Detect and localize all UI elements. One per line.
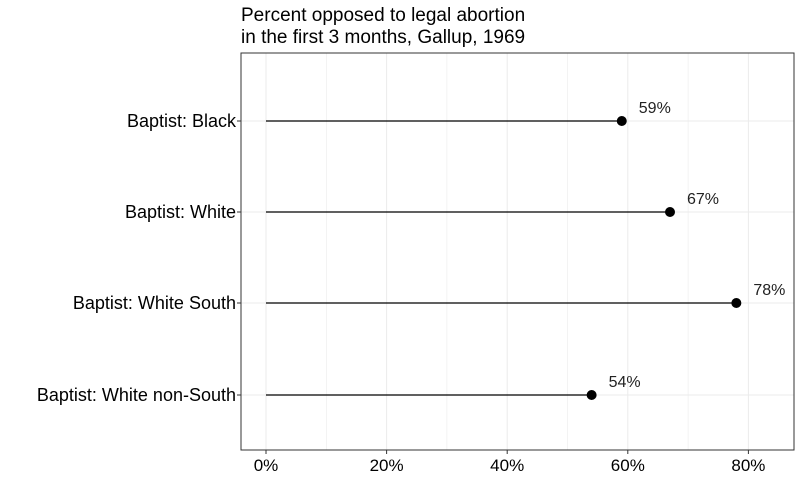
data-label: 78% bbox=[753, 282, 785, 299]
data-label: 67% bbox=[687, 191, 719, 208]
category-label: Baptist: White South bbox=[73, 293, 236, 313]
data-label: 54% bbox=[609, 374, 641, 391]
chart-title: Percent opposed to legal abortion in the… bbox=[241, 5, 525, 49]
category-label: Baptist: Black bbox=[127, 111, 237, 131]
x-tick-label: 80% bbox=[731, 456, 765, 475]
panel-border bbox=[240, 52, 795, 451]
x-tick-label: 60% bbox=[611, 456, 645, 475]
category-label: Baptist: White bbox=[125, 202, 236, 222]
lollipop-point bbox=[586, 390, 597, 400]
x-tick-label: 40% bbox=[490, 456, 524, 475]
x-axis-ticks: 0% 20% 40% 60% 80% bbox=[254, 450, 765, 475]
chart-marks: 59% 67% 78% 54% bbox=[266, 100, 785, 400]
x-tick-label: 0% bbox=[254, 456, 279, 475]
lollipop-point bbox=[731, 298, 742, 308]
data-label: 59% bbox=[639, 100, 671, 117]
chart-title-line-1: Percent opposed to legal abortion bbox=[241, 5, 526, 26]
category-labels: Baptist: Black Baptist: White Baptist: Whi… bbox=[37, 111, 241, 405]
lollipop-point bbox=[665, 207, 676, 217]
category-label: Baptist: White non-South bbox=[37, 385, 236, 405]
lollipop-point bbox=[616, 116, 627, 126]
x-tick-label: 20% bbox=[370, 456, 404, 475]
gridlines bbox=[241, 53, 794, 450]
chart-title-line-2: in the first 3 months, Gallup, 1969 bbox=[241, 27, 526, 48]
